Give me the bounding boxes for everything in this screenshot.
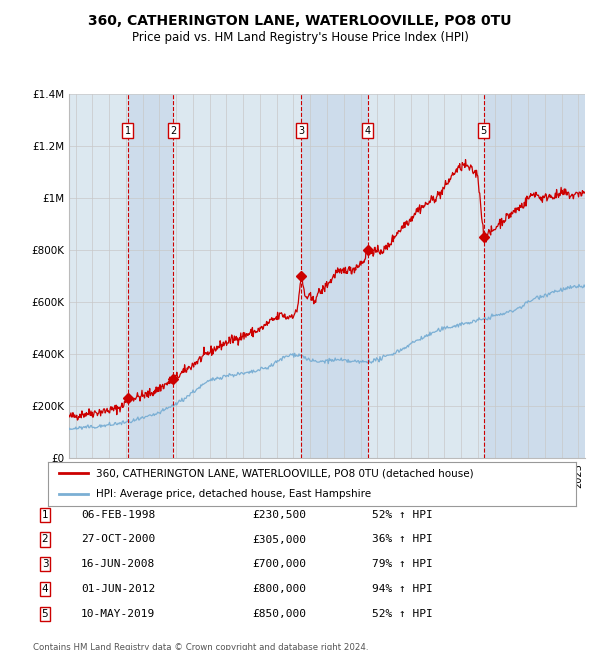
- Text: HPI: Average price, detached house, East Hampshire: HPI: Average price, detached house, East…: [95, 489, 371, 499]
- Text: 79% ↑ HPI: 79% ↑ HPI: [372, 559, 433, 569]
- Bar: [128, 94, 173, 458]
- Text: 3: 3: [41, 559, 49, 569]
- Text: £305,000: £305,000: [252, 534, 306, 545]
- Text: Contains HM Land Registry data © Crown copyright and database right 2024.
This d: Contains HM Land Registry data © Crown c…: [33, 644, 368, 650]
- Text: 52% ↑ HPI: 52% ↑ HPI: [372, 510, 433, 520]
- Text: Price paid vs. HM Land Registry's House Price Index (HPI): Price paid vs. HM Land Registry's House …: [131, 31, 469, 44]
- Text: 2: 2: [41, 534, 49, 545]
- Bar: [301, 94, 368, 458]
- Text: £700,000: £700,000: [252, 559, 306, 569]
- Text: 01-JUN-2012: 01-JUN-2012: [81, 584, 155, 594]
- Text: 94% ↑ HPI: 94% ↑ HPI: [372, 584, 433, 594]
- Text: 1: 1: [125, 125, 131, 136]
- Text: £230,500: £230,500: [252, 510, 306, 520]
- Text: £800,000: £800,000: [252, 584, 306, 594]
- Text: 52% ↑ HPI: 52% ↑ HPI: [372, 608, 433, 619]
- Text: 3: 3: [298, 125, 304, 136]
- Text: 360, CATHERINGTON LANE, WATERLOOVILLE, PO8 0TU (detached house): 360, CATHERINGTON LANE, WATERLOOVILLE, P…: [95, 469, 473, 478]
- Text: 5: 5: [481, 125, 487, 136]
- Bar: [484, 94, 585, 458]
- Text: £850,000: £850,000: [252, 608, 306, 619]
- Text: 1: 1: [41, 510, 49, 520]
- Text: 5: 5: [41, 608, 49, 619]
- Text: 36% ↑ HPI: 36% ↑ HPI: [372, 534, 433, 545]
- Text: 27-OCT-2000: 27-OCT-2000: [81, 534, 155, 545]
- Text: 4: 4: [41, 584, 49, 594]
- Text: 2: 2: [170, 125, 176, 136]
- Text: 10-MAY-2019: 10-MAY-2019: [81, 608, 155, 619]
- Text: 360, CATHERINGTON LANE, WATERLOOVILLE, PO8 0TU: 360, CATHERINGTON LANE, WATERLOOVILLE, P…: [88, 14, 512, 28]
- Text: 4: 4: [364, 125, 371, 136]
- Text: 06-FEB-1998: 06-FEB-1998: [81, 510, 155, 520]
- Text: 16-JUN-2008: 16-JUN-2008: [81, 559, 155, 569]
